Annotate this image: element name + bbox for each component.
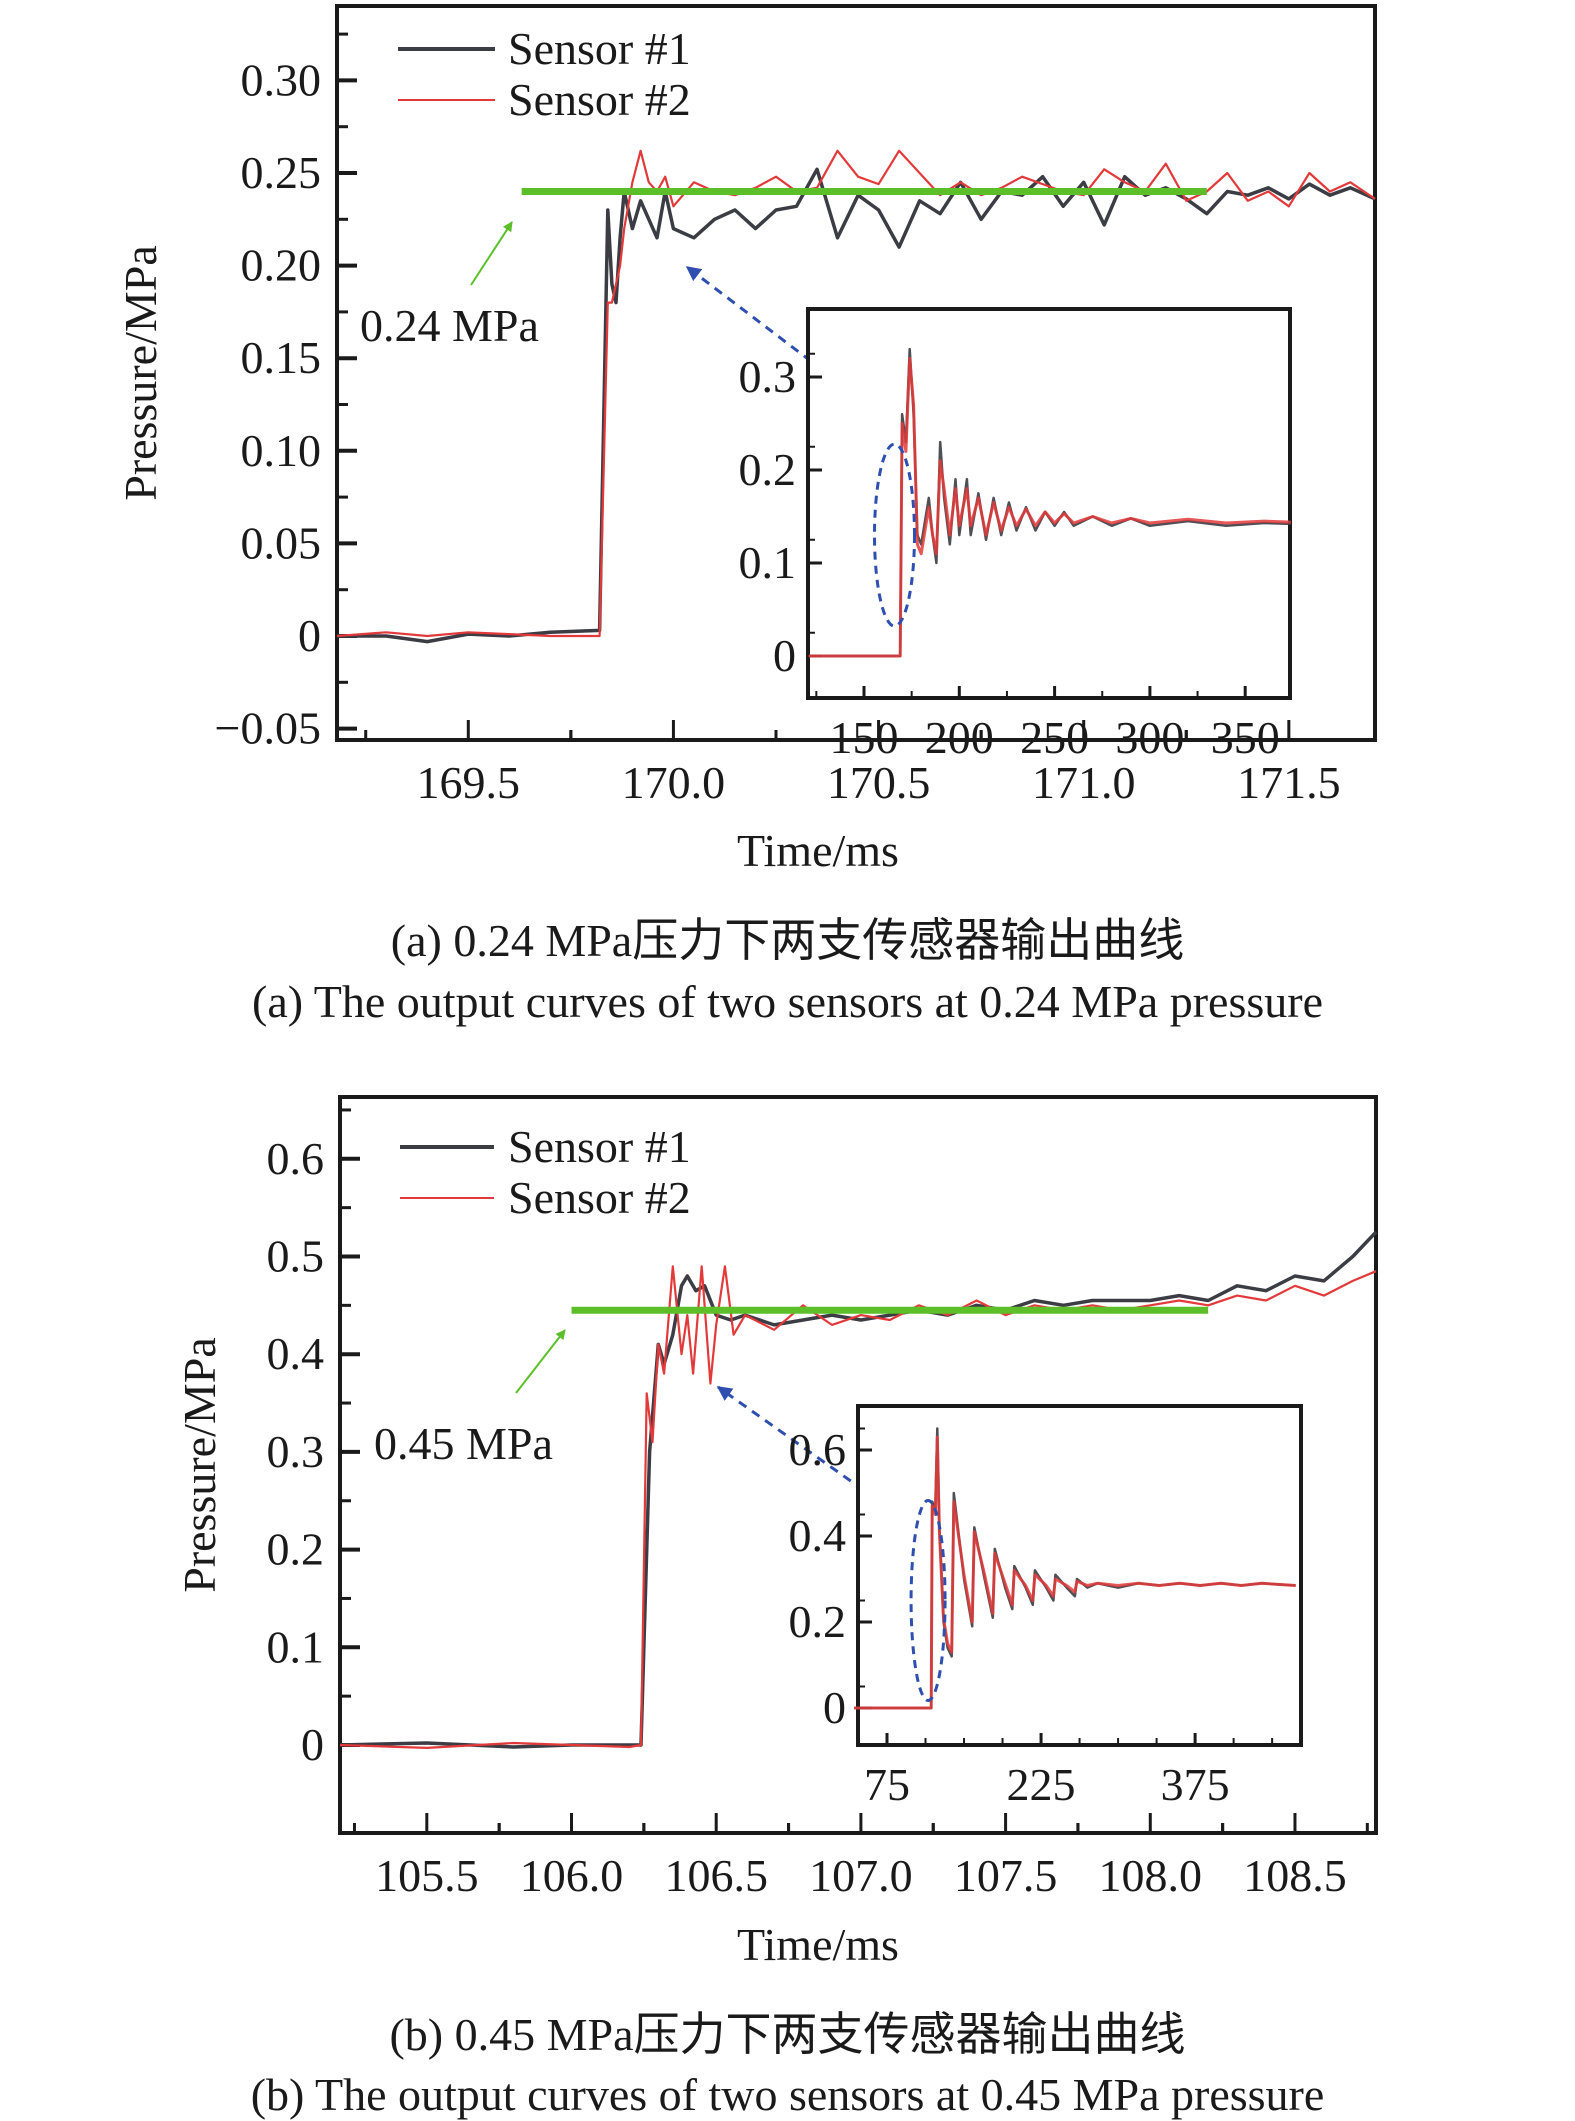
series-line-sensor-2 (336, 149, 1376, 638)
inset-y-tick-label: 0.3 (739, 351, 797, 402)
inset-x-tick-label: 200 (925, 712, 994, 763)
x-tick-label: 170.0 (622, 757, 726, 808)
inset-highlight-ellipse (872, 442, 916, 628)
y-axis-ticks: −0.05 0 0.05 0.10 0.15 0.20 0.25 0.30 (215, 32, 357, 754)
x-axis-title: Time/ms (737, 1919, 899, 1970)
legend-label-sensor-2: Sensor #2 (508, 1172, 691, 1223)
x-tick-label: 169.5 (417, 757, 521, 808)
reference-annotation-arrow (470, 221, 513, 286)
y-tick-label: 0.4 (267, 1328, 325, 1379)
inset-x-tick-label: 75 (864, 1759, 910, 1810)
x-axis-title: Time/ms (737, 825, 899, 876)
x-tick-label: 106.0 (520, 1850, 624, 1901)
x-tick-label: 170.5 (827, 757, 931, 808)
legend: Sensor #1 Sensor #2 (398, 23, 691, 125)
inset-series-line-2 (854, 1435, 1296, 1710)
y-axis-ticks: 0 0.1 0.2 0.3 0.4 0.5 0.6 (267, 1108, 360, 1770)
y-tick-label: 0.10 (241, 425, 322, 476)
series-group (339, 1230, 1378, 1750)
inset-x-tick-label: 300 (1115, 712, 1184, 763)
inset-frame (856, 1404, 1303, 1747)
y-tick-label: 0.20 (241, 240, 322, 291)
inset-y-axis-ticks: 0 0.2 0.4 0.6 (789, 1424, 872, 1733)
inset-x-tick-label: 250 (1020, 712, 1089, 763)
y-axis-title: Pressure/MPa (115, 245, 166, 501)
x-tick-label: 107.0 (809, 1850, 913, 1901)
x-axis-ticks: 105.5 106.0 106.5 107.0 107.5 108.0 108.5 (352, 1813, 1369, 1901)
chart-panel-b: 0 0.1 0.2 0.3 0.4 0.5 0.6 105.5 106.0 106.5 107.0… (174, 1095, 1378, 1970)
inset-y-tick-label: 0.4 (789, 1510, 847, 1561)
inset-x-tick-label: 350 (1211, 712, 1280, 763)
inset-y-tick-label: 0 (823, 1682, 846, 1733)
plot-frame (338, 1095, 1378, 1835)
series-line-sensor-2 (339, 1265, 1377, 1750)
y-tick-label: 0.6 (267, 1133, 325, 1184)
inset-y-tick-label: 0.1 (739, 537, 797, 588)
reference-annotation-label: 0.45 MPa (374, 1418, 553, 1469)
x-tick-label: 171.5 (1237, 757, 1341, 808)
inset-y-tick-label: 0 (773, 630, 796, 681)
inset-y-axis-ticks: 0 0.1 0.2 0.3 (739, 351, 822, 681)
x-axis-ticks: 169.5 170.0 170.5 171.0 171.5 (364, 720, 1341, 808)
y-tick-label: 0 (301, 1719, 324, 1770)
x-tick-label: 108.5 (1243, 1850, 1347, 1901)
inset-y-tick-label: 0.2 (789, 1596, 847, 1647)
inset-x-axis-ticks: 150 200 250 300 350 (815, 686, 1280, 763)
legend-label-sensor-1: Sensor #1 (508, 23, 691, 74)
legend-label-sensor-1: Sensor #1 (508, 1121, 691, 1172)
caption-a-english: (a) The output curves of two sensors at … (252, 976, 1323, 1027)
y-tick-label: 0.30 (241, 54, 322, 105)
caption-a-chinese: (a) 0.24 MPa压力下两支传感器输出曲线 (390, 915, 1185, 966)
series-line-sensor-1 (339, 1230, 1378, 1749)
y-tick-label: −0.05 (215, 703, 321, 754)
reference-annotation-arrow (515, 1329, 566, 1394)
inset-plot: 0 0.1 0.2 0.3 150 200 250 300 350 (739, 307, 1292, 763)
y-tick-label: 0.15 (241, 332, 322, 383)
caption-b-chinese: (b) 0.45 MPa压力下两支传感器输出曲线 (389, 2009, 1186, 2060)
inset-x-tick-label: 375 (1161, 1759, 1230, 1810)
inset-series-line-2 (808, 356, 1291, 658)
y-tick-label: 0.5 (267, 1231, 325, 1282)
y-tick-label: 0.3 (267, 1426, 325, 1477)
series-group (336, 149, 1376, 644)
legend: Sensor #1 Sensor #2 (400, 1121, 691, 1223)
inset-series-group (808, 347, 1291, 658)
x-tick-label: 171.0 (1032, 757, 1136, 808)
x-tick-label: 105.5 (375, 1850, 479, 1901)
inset-x-tick-label: 150 (830, 712, 899, 763)
reference-annotation-label: 0.24 MPa (360, 300, 539, 351)
y-tick-label: 0.25 (241, 147, 322, 198)
x-tick-label: 107.5 (954, 1850, 1058, 1901)
inset-highlight-ellipse (909, 1499, 947, 1702)
inset-x-tick-label: 225 (1007, 1759, 1076, 1810)
y-tick-label: 0.05 (241, 517, 322, 568)
inset-x-axis-ticks: 75 225 375 (864, 1733, 1274, 1810)
legend-label-sensor-2: Sensor #2 (508, 74, 691, 125)
x-tick-label: 106.5 (664, 1850, 768, 1901)
inset-frame (806, 307, 1292, 700)
inset-y-tick-label: 0.2 (739, 444, 797, 495)
plot-frame (335, 4, 1377, 742)
y-tick-label: 0 (298, 610, 321, 661)
inset-plot: 0 0.2 0.4 0.6 75 225 375 (789, 1404, 1303, 1810)
caption-b-english: (b) The output curves of two sensors at … (250, 2069, 1325, 2120)
y-tick-label: 0.2 (267, 1524, 325, 1575)
y-axis-title: Pressure/MPa (174, 1337, 225, 1593)
x-tick-label: 108.0 (1099, 1850, 1203, 1901)
inset-y-tick-label: 0.6 (789, 1424, 847, 1475)
y-tick-label: 0.1 (267, 1621, 325, 1672)
inset-series-group (854, 1427, 1296, 1710)
